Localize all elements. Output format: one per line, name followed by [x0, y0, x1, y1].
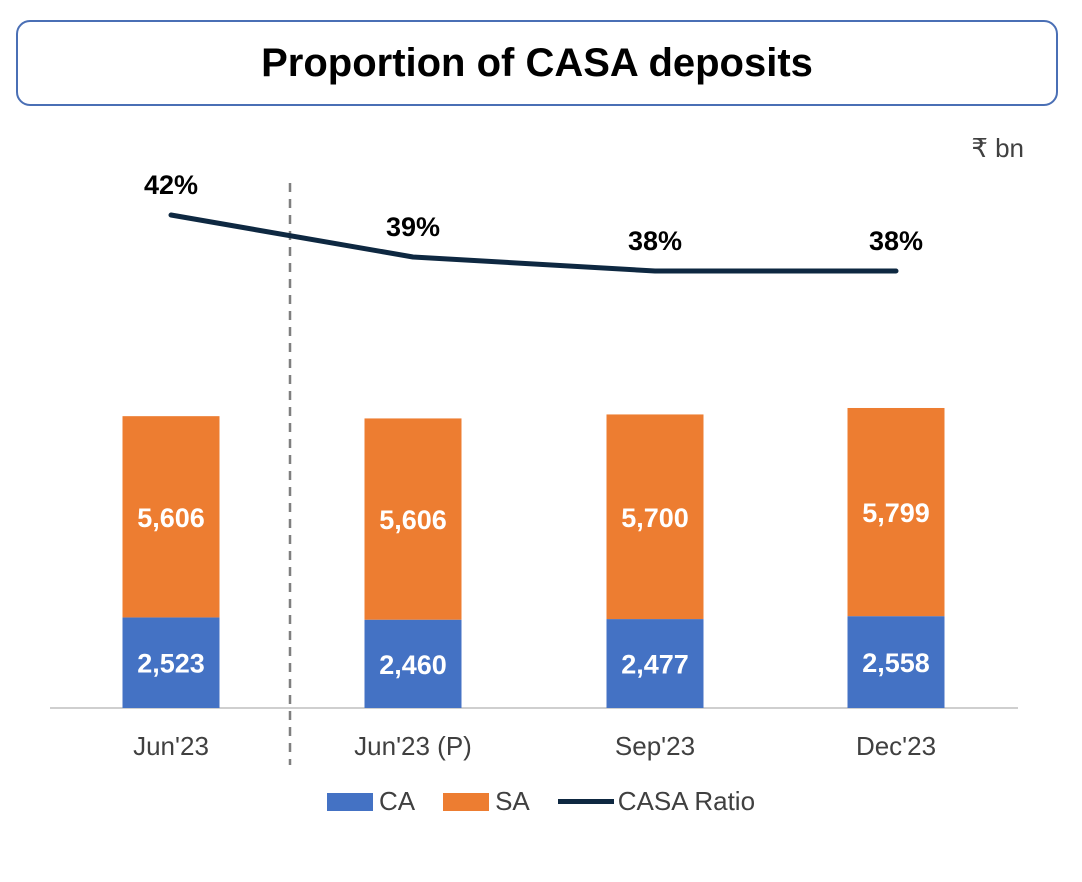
data-label-ratio-0: 42%: [144, 170, 198, 200]
bar-sa-3: [847, 407, 945, 617]
x-tick-label-0: Jun'23: [133, 731, 209, 761]
legend-item-sa: SA: [443, 786, 530, 817]
legend-item-ca: CA: [326, 786, 416, 817]
data-label-sa-2: 5,700: [621, 503, 689, 533]
bar-sa-0: [122, 416, 220, 618]
legend-swatch-ca: [326, 792, 373, 811]
data-label-sa-3: 5,799: [862, 498, 930, 528]
bar-ca-3: [847, 616, 945, 708]
legend-label-sa: SA: [495, 786, 530, 816]
x-tick-label-3: Dec'23: [856, 731, 936, 761]
data-label-sa-0: 5,606: [137, 503, 205, 533]
unit-label: ₹ bn: [971, 133, 1024, 163]
data-label-ca-1: 2,460: [379, 650, 447, 680]
title-box: Proportion of CASA deposits: [16, 20, 1058, 106]
data-label-ca-0: 2,523: [137, 649, 205, 679]
data-label-ratio-1: 39%: [386, 212, 440, 242]
bar-ca-2: [606, 619, 704, 708]
legend-item-casa-ratio: CASA Ratio: [557, 786, 756, 817]
legend-swatch-casa-ratio: [557, 799, 614, 804]
legend: CA SA CASA Ratio: [0, 786, 1082, 817]
data-label-ratio-2: 38%: [628, 226, 682, 256]
bar-sa-1: [364, 418, 462, 620]
bar-ca-0: [122, 617, 220, 708]
casa-ratio-line: [168, 212, 899, 274]
bar-sa-2: [606, 414, 704, 620]
data-label-sa-1: 5,606: [379, 505, 447, 535]
x-tick-label-2: Sep'23: [615, 731, 695, 761]
data-label-ca-2: 2,477: [621, 650, 689, 680]
data-label-ca-3: 2,558: [862, 648, 930, 678]
chart-title: Proportion of CASA deposits: [261, 40, 813, 85]
bar-ca-1: [364, 619, 462, 708]
legend-swatch-sa: [443, 792, 490, 811]
legend-label-casa-ratio: CASA Ratio: [617, 786, 756, 816]
x-tick-label-1: Jun'23 (P): [354, 731, 472, 761]
data-label-ratio-3: 38%: [869, 226, 923, 256]
legend-label-ca: CA: [378, 786, 416, 816]
